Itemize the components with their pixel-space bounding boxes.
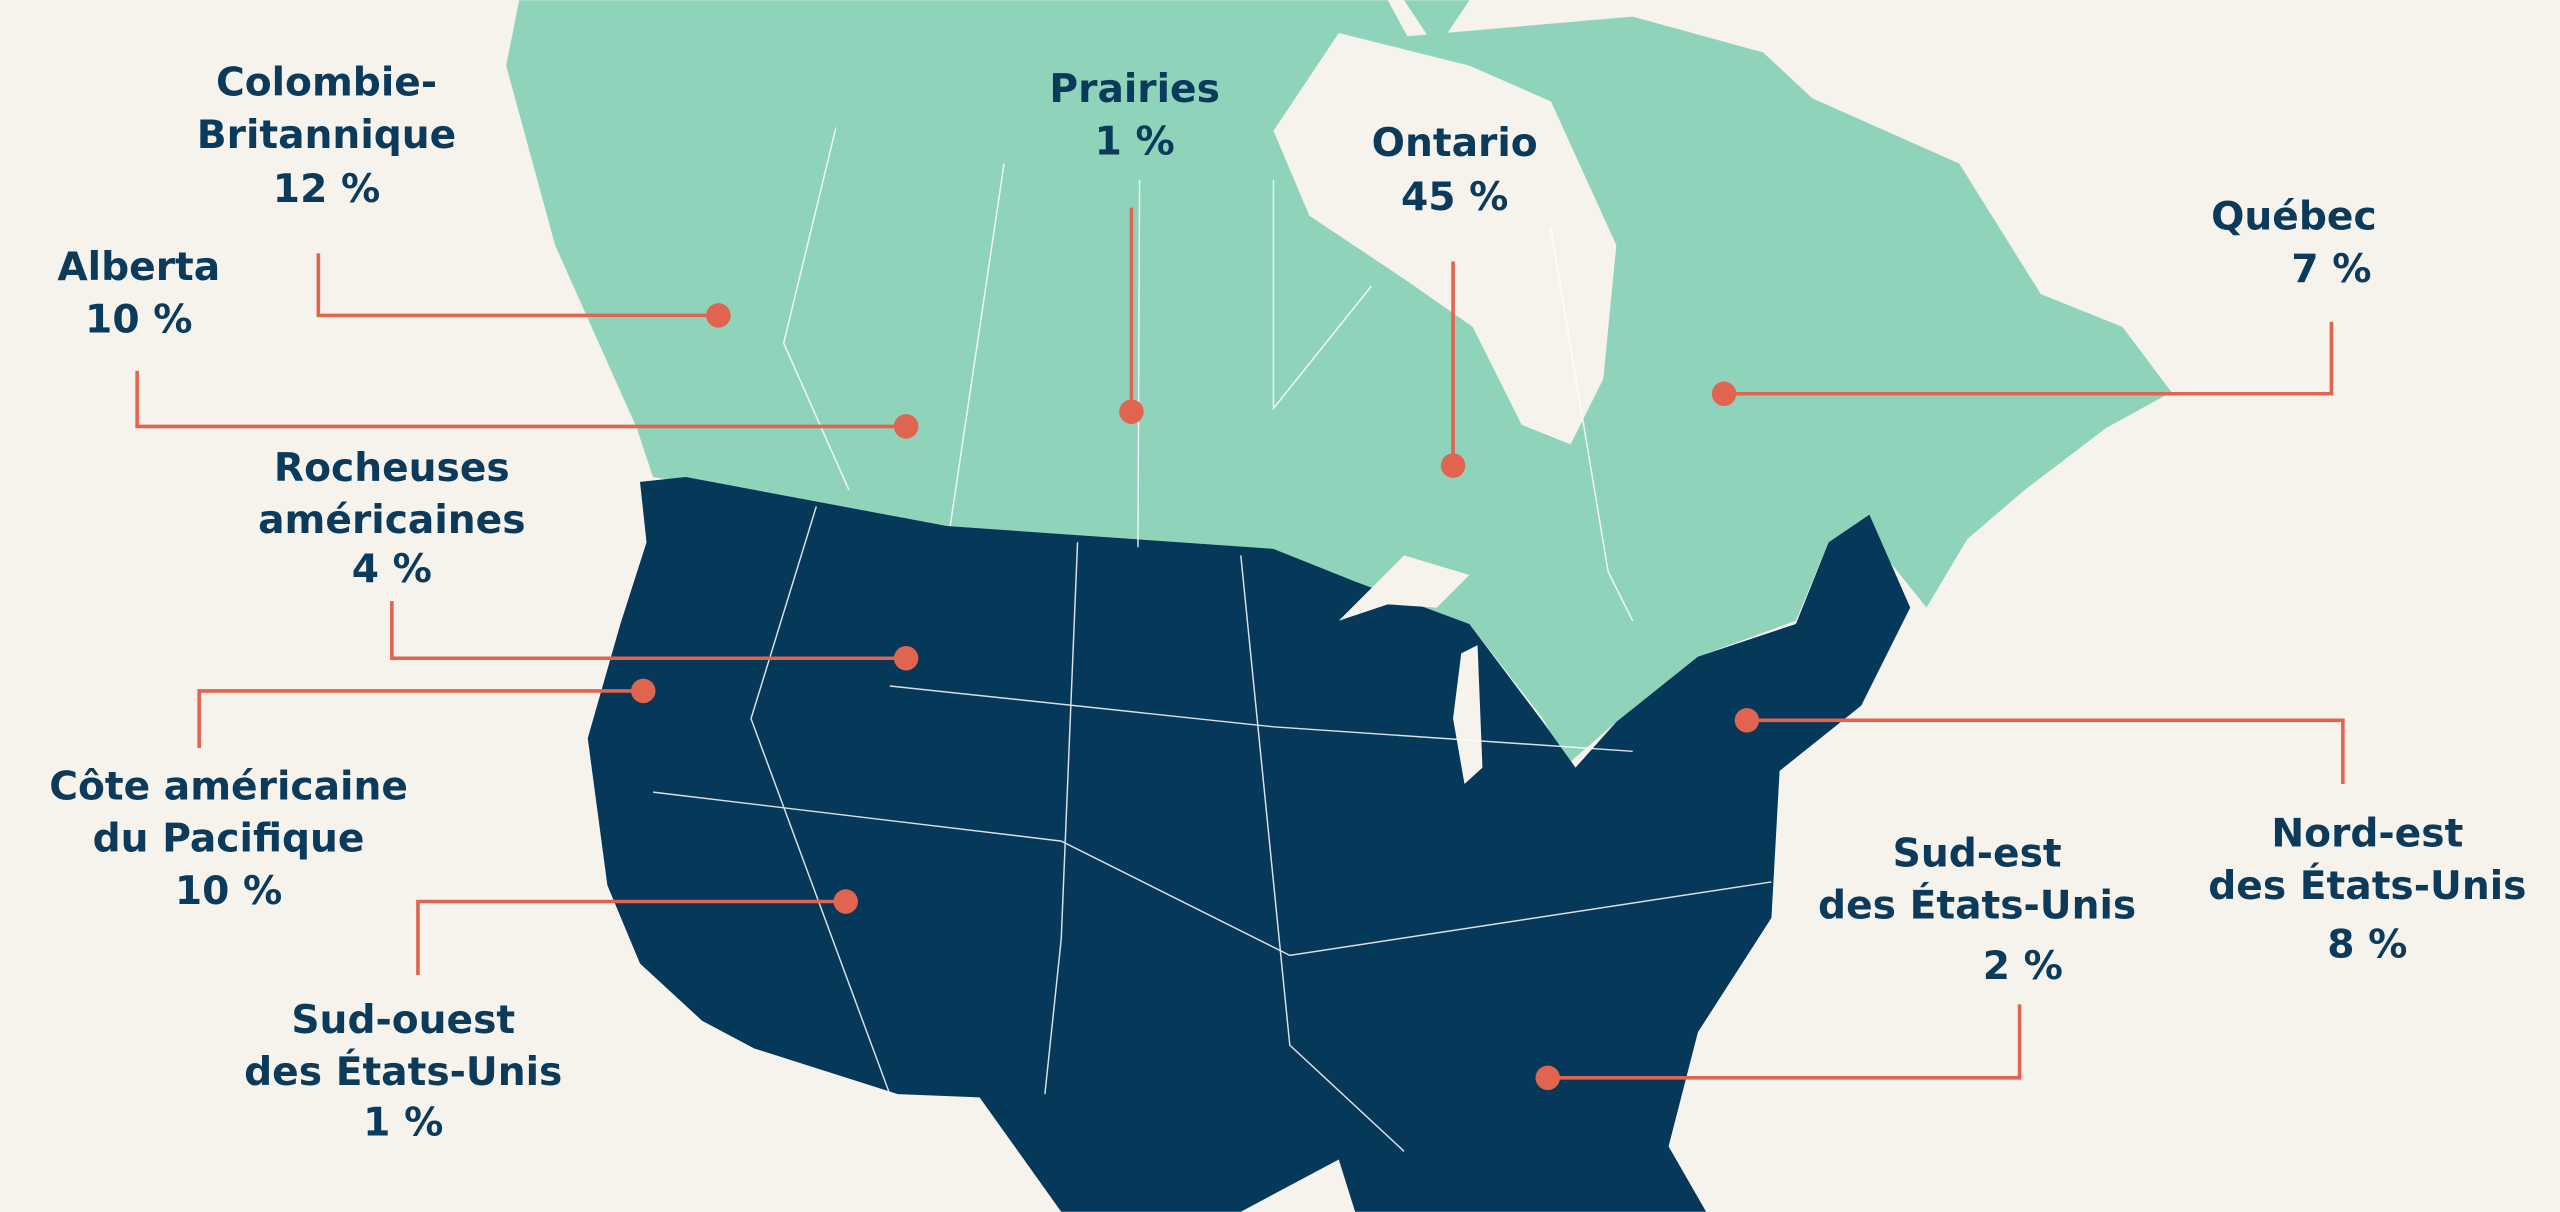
leader-line — [316, 253, 719, 318]
region-marker — [833, 889, 858, 914]
region-name: des États-Unis — [244, 1048, 562, 1095]
lake-michigan — [1453, 645, 1483, 784]
region-name: Côte américaine — [49, 764, 408, 809]
region-marker — [1711, 381, 1737, 406]
region-marker — [631, 678, 656, 704]
region-name: américaines — [258, 498, 525, 543]
leader-line — [197, 689, 644, 749]
region-name: des États-Unis — [2208, 862, 2526, 909]
region-name: du Pacifique — [93, 817, 365, 862]
region-name: des États-Unis — [1818, 882, 2136, 929]
region-marker — [1734, 708, 1760, 733]
usa — [587, 477, 1911, 1212]
region-share: 10 % — [85, 297, 192, 342]
region-share: 45 % — [1401, 175, 1508, 220]
region-name: Britannique — [197, 113, 456, 158]
region-name: Alberta — [57, 245, 220, 290]
region-share: 7 % — [2291, 247, 2371, 292]
leader-line — [1724, 321, 2334, 396]
baffin — [1404, 0, 1470, 50]
region-marker — [1535, 1065, 1560, 1091]
region-name: Rocheuses — [274, 446, 510, 491]
region-name: Sud-ouest — [291, 998, 515, 1043]
region-share: 10 % — [175, 869, 282, 914]
region-share: 4 % — [352, 547, 432, 592]
region-marker — [706, 303, 731, 328]
leader-line — [135, 370, 907, 429]
region-share: 8 % — [2327, 923, 2407, 968]
region-name: Sud-est — [1893, 831, 2062, 876]
region-name: Colombie- — [216, 61, 437, 106]
leader-line — [390, 601, 907, 661]
region-marker — [893, 646, 919, 671]
region-share: 12 % — [273, 167, 380, 212]
region-share: 1 % — [1095, 119, 1175, 164]
region-name: Prairies — [1049, 67, 1220, 112]
hudson-bay — [1273, 32, 1617, 445]
borders — [652, 127, 1772, 1152]
leader-line — [1746, 718, 2345, 784]
leader-lines — [135, 207, 2345, 1091]
leader-line — [416, 899, 846, 975]
region-marker — [1440, 453, 1466, 478]
region-name: Ontario — [1372, 121, 1538, 166]
lake-superior — [1338, 555, 1470, 621]
region-name: Nord-est — [2271, 812, 2463, 857]
region-share: 1 % — [363, 1101, 443, 1146]
canada — [506, 0, 2172, 765]
region-marker — [893, 414, 919, 439]
leader-line — [1547, 1004, 2022, 1080]
region-share: 2 % — [1983, 944, 2063, 989]
region-marker — [1119, 399, 1144, 424]
region-name: Québec — [2211, 195, 2377, 240]
